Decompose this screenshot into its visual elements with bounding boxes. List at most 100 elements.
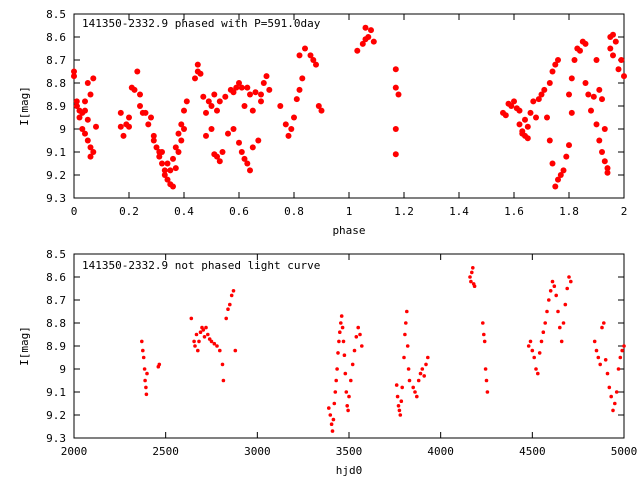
- y-tick-label: 9.2: [46, 409, 66, 422]
- data-point: [159, 160, 165, 167]
- data-point: [299, 75, 306, 82]
- data-point: [258, 98, 264, 105]
- data-point: [502, 112, 509, 119]
- data-point: [82, 130, 88, 137]
- data-point: [335, 367, 339, 371]
- data-point: [599, 149, 605, 155]
- data-point: [228, 302, 232, 307]
- data-point: [156, 153, 163, 160]
- data-point: [233, 348, 238, 353]
- data-point: [481, 321, 485, 325]
- data-point: [555, 57, 561, 63]
- data-point: [508, 103, 515, 109]
- data-point: [208, 103, 215, 109]
- data-point: [563, 302, 568, 307]
- y-tick-label: 9.1: [46, 146, 66, 159]
- data-point: [482, 332, 486, 337]
- data-point: [189, 316, 194, 321]
- data-point: [622, 344, 626, 348]
- data-point: [524, 135, 531, 142]
- data-point: [73, 98, 80, 105]
- data-point: [582, 80, 589, 86]
- data-point: [277, 103, 284, 109]
- data-point: [141, 355, 146, 360]
- y-tick-label: 8.7: [46, 294, 66, 307]
- data-point: [528, 339, 533, 344]
- data-point: [618, 57, 625, 63]
- data-point: [148, 114, 154, 121]
- data-point: [516, 107, 523, 114]
- data-point: [472, 284, 477, 289]
- data-point: [310, 57, 317, 63]
- data-point: [193, 344, 197, 348]
- data-point: [220, 362, 225, 367]
- data-point: [604, 165, 611, 172]
- data-point: [313, 61, 319, 68]
- data-point: [196, 348, 200, 353]
- data-point: [224, 316, 228, 321]
- data-point: [470, 270, 474, 275]
- data-point: [593, 121, 600, 128]
- data-point: [331, 417, 336, 422]
- data-point: [530, 348, 535, 353]
- data-point: [178, 121, 185, 128]
- data-point: [354, 335, 359, 339]
- data-point: [600, 325, 604, 330]
- data-point: [541, 86, 548, 93]
- data-point: [170, 155, 176, 162]
- y-tick-label: 8.9: [46, 100, 66, 113]
- data-point: [197, 70, 204, 77]
- data-point: [358, 332, 362, 337]
- data-point: [172, 144, 179, 151]
- data-point: [399, 399, 404, 404]
- x-tick-label: 1.2: [394, 205, 414, 218]
- data-point: [238, 84, 245, 91]
- data-point: [150, 137, 157, 144]
- data-point: [598, 362, 602, 367]
- data-point: [406, 367, 411, 371]
- data-point: [621, 73, 627, 80]
- x-tick-label: 2: [621, 205, 628, 218]
- data-point: [596, 86, 603, 93]
- x-tick-label: 2500: [152, 445, 179, 458]
- data-point: [93, 123, 99, 130]
- y-tick-label: 8.8: [46, 317, 66, 330]
- data-point: [247, 91, 253, 98]
- x-tick-label: 4500: [519, 445, 546, 458]
- data-point: [288, 126, 295, 132]
- data-point: [469, 279, 473, 284]
- data-point: [403, 332, 407, 337]
- data-point: [368, 27, 374, 34]
- data-point: [229, 293, 234, 298]
- data-point: [616, 367, 621, 371]
- data-point: [395, 91, 402, 98]
- data-point: [175, 149, 182, 155]
- data-point: [170, 183, 176, 190]
- data-point: [426, 355, 430, 360]
- data-point: [82, 98, 88, 105]
- x-tick-label: 0.6: [229, 205, 249, 218]
- data-point: [413, 390, 417, 394]
- data-point: [592, 339, 597, 344]
- data-point: [563, 153, 570, 160]
- data-point: [404, 321, 408, 325]
- data-point: [402, 355, 406, 360]
- data-point: [392, 66, 399, 73]
- y-tick-label: 8.7: [46, 54, 66, 67]
- data-point: [144, 392, 149, 397]
- data-point: [201, 328, 206, 332]
- data-point: [483, 367, 488, 371]
- data-point: [71, 73, 77, 80]
- data-point: [339, 314, 344, 318]
- data-point: [405, 309, 409, 314]
- data-point: [555, 176, 561, 183]
- y-tick-label: 9.3: [46, 192, 66, 205]
- data-point: [400, 385, 405, 390]
- data-point: [142, 109, 149, 116]
- data-point: [590, 93, 597, 100]
- data-point: [120, 132, 127, 139]
- data-point: [556, 309, 560, 314]
- data-point: [249, 107, 256, 114]
- data-point: [343, 371, 348, 376]
- data-point: [345, 404, 350, 408]
